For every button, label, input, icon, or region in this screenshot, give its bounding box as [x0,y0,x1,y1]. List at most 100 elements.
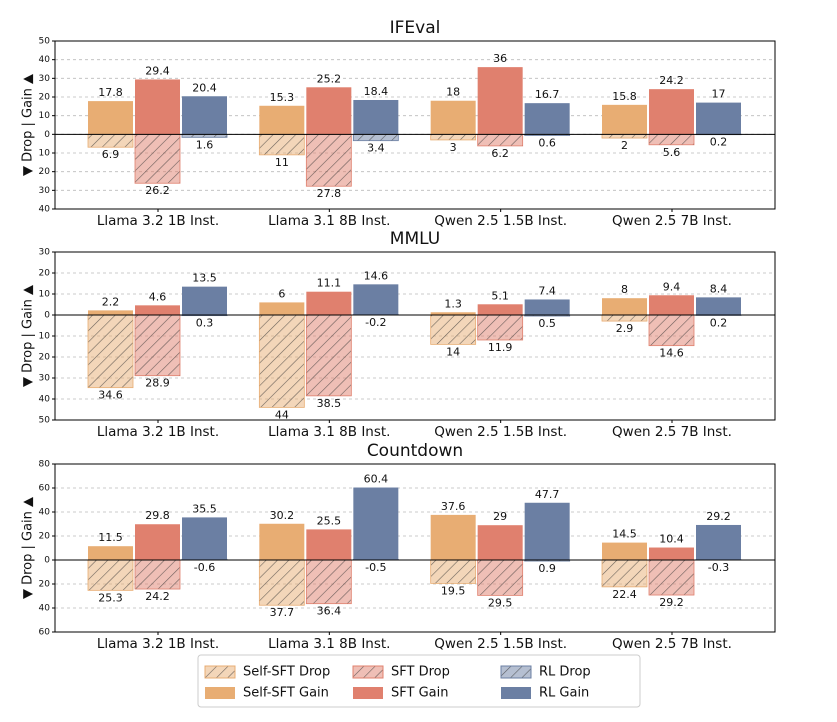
value-label: -0.5 [365,561,386,574]
value-label: 29 [493,510,507,523]
value-label: 24.2 [145,590,170,603]
gain-bar [306,87,352,135]
y-tick-label: 80 [39,460,51,470]
y-tick-label: 40 [39,604,51,614]
value-label: 18 [446,86,460,99]
drop-bar [430,314,477,345]
value-label: 0.6 [538,136,556,149]
gain-bar [182,286,227,315]
drop-bar [601,133,648,139]
y-tick-label: 50 [39,416,51,426]
gain-bar [88,546,133,560]
y-tick-label: 40 [39,205,51,215]
chart-title: MMLU [390,229,440,249]
gain-bar [306,291,352,315]
y-tick-label: 20 [39,580,51,590]
legend-label: RL Drop [539,665,591,680]
value-label: 3 [450,141,457,154]
value-label: 35.5 [192,502,217,515]
gain-bar [477,525,523,560]
y-tick-label: 0 [44,311,50,321]
value-label: 3.4 [367,142,385,155]
value-label: -0.2 [365,316,386,329]
y-tick-label: 40 [39,508,51,518]
value-label: 0.2 [710,316,728,329]
value-label: 0.2 [710,136,728,149]
value-label: 22.4 [612,588,637,601]
x-tick-label: Qwen 2.5 1.5B Inst. [434,424,567,440]
y-tick-label: 10 [39,111,51,121]
gain-bar [524,299,570,315]
y-tick-label: 50 [39,37,51,47]
y-tick-label: 60 [39,484,51,494]
drop-bar [601,314,648,322]
value-label: 27.8 [317,187,342,200]
gain-bar [524,103,570,135]
drop-bar [258,314,305,408]
value-label: 29.8 [145,509,170,522]
drop-bar [477,559,524,596]
y-tick-label: 30 [39,74,51,84]
value-label: 7.4 [538,284,556,297]
y-axis-label: ▼ Drop | Gain ▲ [21,497,36,599]
value-label: 17.8 [98,86,123,99]
gain-bar [696,297,741,315]
value-label: 11.1 [317,277,342,290]
value-label: 2.2 [102,295,120,308]
drop-bar [648,314,695,347]
gain-bar [259,523,305,560]
y-tick-label: 20 [39,269,51,279]
value-label: 47.7 [535,488,560,501]
x-tick-label: Llama 3.1 8B Inst. [268,636,390,652]
legend-swatch [501,687,531,699]
y-tick-label: 60 [39,628,51,638]
drop-bar [305,314,352,397]
gain-bar [353,487,399,560]
value-label: 37.7 [270,606,295,619]
y-tick-label: 10 [39,290,51,300]
value-label: 26.2 [145,184,170,197]
drop-bar [430,133,477,141]
legend-label: SFT Gain [391,686,448,701]
value-label: 8 [621,283,628,296]
x-tick-label: Llama 3.1 8B Inst. [268,424,390,440]
gain-bar [649,89,694,135]
x-tick-label: Qwen 2.5 1.5B Inst. [434,213,567,229]
value-label: 24.2 [659,74,684,87]
plot-frame [54,40,776,210]
value-label: 6.2 [491,147,509,160]
drop-bar [430,559,477,584]
y-tick-label: 0 [44,556,50,566]
gain-bar [430,100,476,135]
gain-bar [182,96,227,135]
value-label: 5.6 [663,146,681,159]
x-tick-label: Llama 3.2 1B Inst. [97,213,219,229]
y-tick-label: 20 [39,353,51,363]
plot-frame [54,251,776,421]
drop-bar [258,559,305,606]
plot-frame [54,463,776,633]
y-tick-label: 20 [39,93,51,103]
y-tick-label: 30 [39,248,51,258]
value-label: 2.9 [616,322,634,335]
drop-bar [477,314,524,341]
value-label: 11 [275,156,289,169]
x-tick-label: Llama 3.2 1B Inst. [97,424,219,440]
gain-bar [602,542,647,560]
value-label: 15.8 [612,90,637,103]
y-axis-label: ▼ Drop | Gain ▲ [21,74,36,176]
value-label: 17 [712,88,726,101]
value-label: 36.4 [317,605,342,618]
y-tick-label: 40 [39,55,51,65]
value-label: 19.5 [441,584,466,597]
drop-bar [258,133,305,156]
value-label: 11.9 [488,341,513,354]
gain-bar [182,517,227,560]
value-label: 60.4 [364,473,389,486]
drop-bar [305,133,352,187]
value-label: 0.9 [538,562,556,575]
value-label: 1.6 [196,138,214,151]
gain-bar [696,102,741,135]
value-label: 38.5 [317,397,342,410]
